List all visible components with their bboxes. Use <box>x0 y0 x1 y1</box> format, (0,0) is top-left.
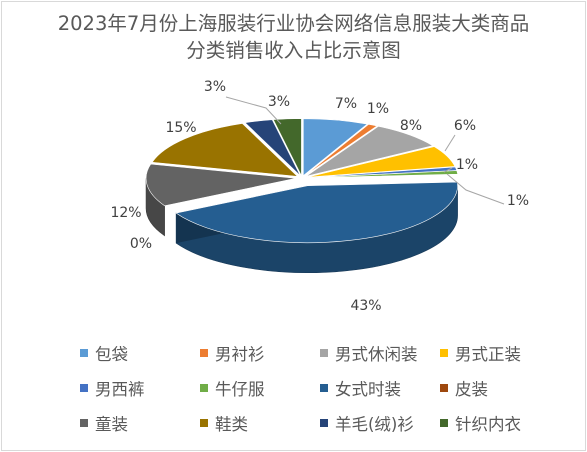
legend-item: 女式时装 <box>320 377 440 399</box>
leader-lines <box>225 96 505 205</box>
legend-swatch <box>200 349 208 357</box>
legend-item: 男衬衫 <box>200 342 320 364</box>
slice-6 <box>175 181 458 243</box>
pie-slices <box>145 118 459 243</box>
legend-swatch <box>80 349 88 357</box>
slice-8 <box>145 163 297 207</box>
legend-item: 牛仔服 <box>200 377 320 399</box>
legend-swatch <box>320 419 328 427</box>
data-label-6: 43% <box>350 298 381 314</box>
legend-label: 鞋类 <box>215 415 248 434</box>
legend: 包袋 男衬衫 男式休闲装 男式正装男西裤 牛仔服 女式时装 皮装童装 鞋类 羊毛(绒)衫 针织内衣 <box>80 342 550 434</box>
legend-item: 男式正装 <box>440 342 550 364</box>
legend-label: 针织内衣 <box>455 415 521 434</box>
legend-item: 童装 <box>80 412 200 434</box>
legend-label: 女式时装 <box>335 380 401 399</box>
legend-label: 男西裤 <box>95 380 145 399</box>
legend-item: 男式休闲装 <box>320 342 440 364</box>
chart-title: 2023年7月份上海服装行业协会网络信息服装大类商品 分类销售收入占比示意图 <box>0 10 587 64</box>
legend-item: 针织内衣 <box>440 412 550 434</box>
leader-line-9 <box>225 96 282 125</box>
slice-1 <box>304 123 378 177</box>
slice-2 <box>305 125 434 177</box>
data-label-2: 8% <box>400 118 422 134</box>
legend-label: 牛仔服 <box>215 380 265 399</box>
chart-title-line-1: 2023年7月份上海服装行业协会网络信息服装大类商品 <box>57 12 530 35</box>
legend-swatch <box>320 384 328 392</box>
legend-label: 包袋 <box>95 345 128 364</box>
legend-swatch <box>320 349 328 357</box>
data-label-9: 15% <box>165 120 196 136</box>
slice-3 <box>307 146 456 178</box>
data-label-11: 3% <box>268 94 290 110</box>
data-label-4: 1% <box>456 157 478 173</box>
legend-label: 男衬衫 <box>215 345 265 364</box>
slice-10 <box>244 119 301 176</box>
slice-0 <box>303 118 368 177</box>
legend-label: 皮装 <box>455 380 488 399</box>
legend-item: 男西裤 <box>80 377 200 399</box>
data-label-1: 1% <box>367 101 389 117</box>
leader-line-5 <box>446 173 505 205</box>
legend-swatch <box>440 349 448 357</box>
data-label-0: 7% <box>335 96 357 112</box>
slice-9 <box>151 123 299 177</box>
slice-5 <box>307 170 459 179</box>
legend-swatch <box>200 419 208 427</box>
legend-swatch <box>440 384 448 392</box>
data-label-3: 6% <box>454 118 476 134</box>
legend-swatch <box>80 419 88 427</box>
legend-label: 男式休闲装 <box>335 345 418 364</box>
legend-item: 包袋 <box>80 342 200 364</box>
data-label-5: 1% <box>507 193 529 209</box>
data-labels: 7% 1% 8% 6% 1% 1% 43% 0% 12% 15% 3% 3% <box>110 79 529 314</box>
legend-item: 皮装 <box>440 377 550 399</box>
legend-swatch <box>80 384 88 392</box>
chart-title-line-2: 分类销售收入占比示意图 <box>186 39 401 62</box>
legend-label: 童装 <box>95 415 128 434</box>
slice-11 <box>272 118 302 176</box>
data-label-7: 0% <box>130 236 152 252</box>
legend-item: 鞋类 <box>200 412 320 434</box>
legend-swatch <box>200 384 208 392</box>
legend-label: 羊毛(绒)衫 <box>335 415 414 434</box>
legend-swatch <box>440 419 448 427</box>
leader-line-3 <box>444 134 456 152</box>
legend-item: 羊毛(绒)衫 <box>320 412 440 434</box>
legend-label: 男式正装 <box>455 345 521 364</box>
data-label-10: 3% <box>204 79 226 95</box>
leader-line-4 <box>443 167 453 173</box>
data-label-8: 12% <box>110 205 141 221</box>
